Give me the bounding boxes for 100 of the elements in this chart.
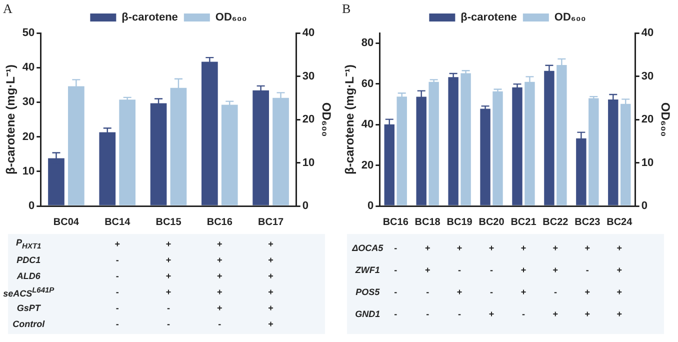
x-tick-label: BC16 xyxy=(206,216,233,228)
x-tick-label: BC18 xyxy=(414,216,441,228)
text: + xyxy=(520,287,526,297)
y-axis-title: β-carotene (mg·L⁻¹) xyxy=(4,64,18,174)
y-tick-label: 10 xyxy=(22,165,35,178)
text: + xyxy=(217,287,222,297)
y-tick-label: 40 xyxy=(22,62,35,74)
text: - xyxy=(394,243,398,253)
text: + xyxy=(114,239,120,249)
y-tick-label: 0 xyxy=(28,200,35,212)
text: - xyxy=(522,309,525,319)
y-tick-label: 80 xyxy=(361,37,374,50)
text: P$_{HXT1}$ xyxy=(16,238,42,250)
text: + xyxy=(584,243,590,253)
text: + xyxy=(616,243,622,253)
bar xyxy=(428,82,439,206)
text: - xyxy=(490,287,494,297)
text: GND1 xyxy=(355,309,380,319)
text: + xyxy=(584,309,590,319)
bar xyxy=(480,108,490,206)
text: - xyxy=(394,265,398,275)
x-tick-label: BC23 xyxy=(574,216,601,228)
text: + xyxy=(552,243,558,253)
y2-tick-label: 40 xyxy=(302,27,315,40)
y-tick-label: 30 xyxy=(22,96,35,108)
text: PDC1 xyxy=(16,255,41,265)
y2-tick-label: 40 xyxy=(641,27,654,40)
text: + xyxy=(552,309,558,319)
y-axis-title: β-carotene (mg·L⁻¹) xyxy=(342,64,357,174)
bar xyxy=(588,98,599,206)
text: Control xyxy=(12,319,45,329)
y-tick-label: 20 xyxy=(361,159,374,172)
text: - xyxy=(426,309,430,319)
text: - xyxy=(167,319,170,329)
bar xyxy=(512,87,522,206)
text: + xyxy=(552,265,558,275)
text: ALD6 xyxy=(16,271,40,281)
text: + xyxy=(217,303,222,313)
text: - xyxy=(116,287,119,297)
legend-label: OD₆₀₀ xyxy=(215,12,247,24)
text: + xyxy=(424,265,430,275)
text: + xyxy=(616,287,622,297)
text: + xyxy=(268,239,274,249)
bar xyxy=(396,96,407,206)
text: + xyxy=(268,271,274,281)
text: - xyxy=(167,303,170,313)
text: + xyxy=(488,243,494,253)
text: + xyxy=(520,265,526,275)
legend-label: β-carotene xyxy=(122,12,178,24)
text: GsPT xyxy=(16,303,40,313)
text: + xyxy=(520,243,526,253)
y2-tick-label: 30 xyxy=(302,70,315,82)
x-tick-label: BC22 xyxy=(542,216,569,228)
bar xyxy=(448,77,458,206)
text: + xyxy=(217,271,222,281)
text: + xyxy=(166,287,172,297)
chart-title: A xyxy=(3,0,13,16)
text: + xyxy=(456,243,462,253)
text: + xyxy=(584,287,590,297)
text: ΔOCA5 xyxy=(352,243,384,253)
text: - xyxy=(394,287,398,297)
legend-label: β-carotene xyxy=(460,12,517,24)
text: - xyxy=(116,271,119,281)
text: - xyxy=(116,255,119,265)
y2-tick-label: 30 xyxy=(641,70,654,82)
x-tick-label: BC19 xyxy=(446,216,473,228)
text: - xyxy=(116,303,119,313)
y2-tick-label: 20 xyxy=(302,114,315,126)
x-tick-label: BC04 xyxy=(53,216,80,228)
text: + xyxy=(424,243,430,253)
text: + xyxy=(166,271,172,281)
text: - xyxy=(426,287,430,297)
x-tick-label: BC24 xyxy=(606,216,633,228)
text: - xyxy=(394,309,398,319)
text: - xyxy=(116,319,119,329)
legend-label: OD₆₀₀ xyxy=(554,12,586,24)
y-tick-label: 50 xyxy=(22,27,35,40)
text: + xyxy=(456,287,462,297)
text: + xyxy=(268,319,274,329)
text: - xyxy=(490,265,494,275)
text: + xyxy=(488,309,494,319)
x-tick-label: BC21 xyxy=(510,216,537,228)
text: - xyxy=(218,319,222,329)
text: POS5 xyxy=(356,287,380,297)
y2-axis-title: OD₆₀₀ xyxy=(319,102,334,137)
text: + xyxy=(217,239,222,249)
y2-tick-label: 20 xyxy=(641,114,654,126)
y-tick-label: 20 xyxy=(22,130,35,143)
text: + xyxy=(268,303,274,313)
text: seACS$^{L641P}$ xyxy=(3,286,54,298)
y2-axis-title: OD₆₀₀ xyxy=(658,102,672,137)
text: ZWF1 xyxy=(355,265,380,275)
x-tick-label: BC17 xyxy=(258,216,284,228)
text: - xyxy=(554,287,557,297)
y2-tick-label: 10 xyxy=(302,156,315,169)
x-tick-label: BC14 xyxy=(104,216,131,228)
text: + xyxy=(616,309,622,319)
bar xyxy=(492,91,503,206)
text: + xyxy=(268,255,274,265)
x-tick-label: BC16 xyxy=(382,216,409,228)
